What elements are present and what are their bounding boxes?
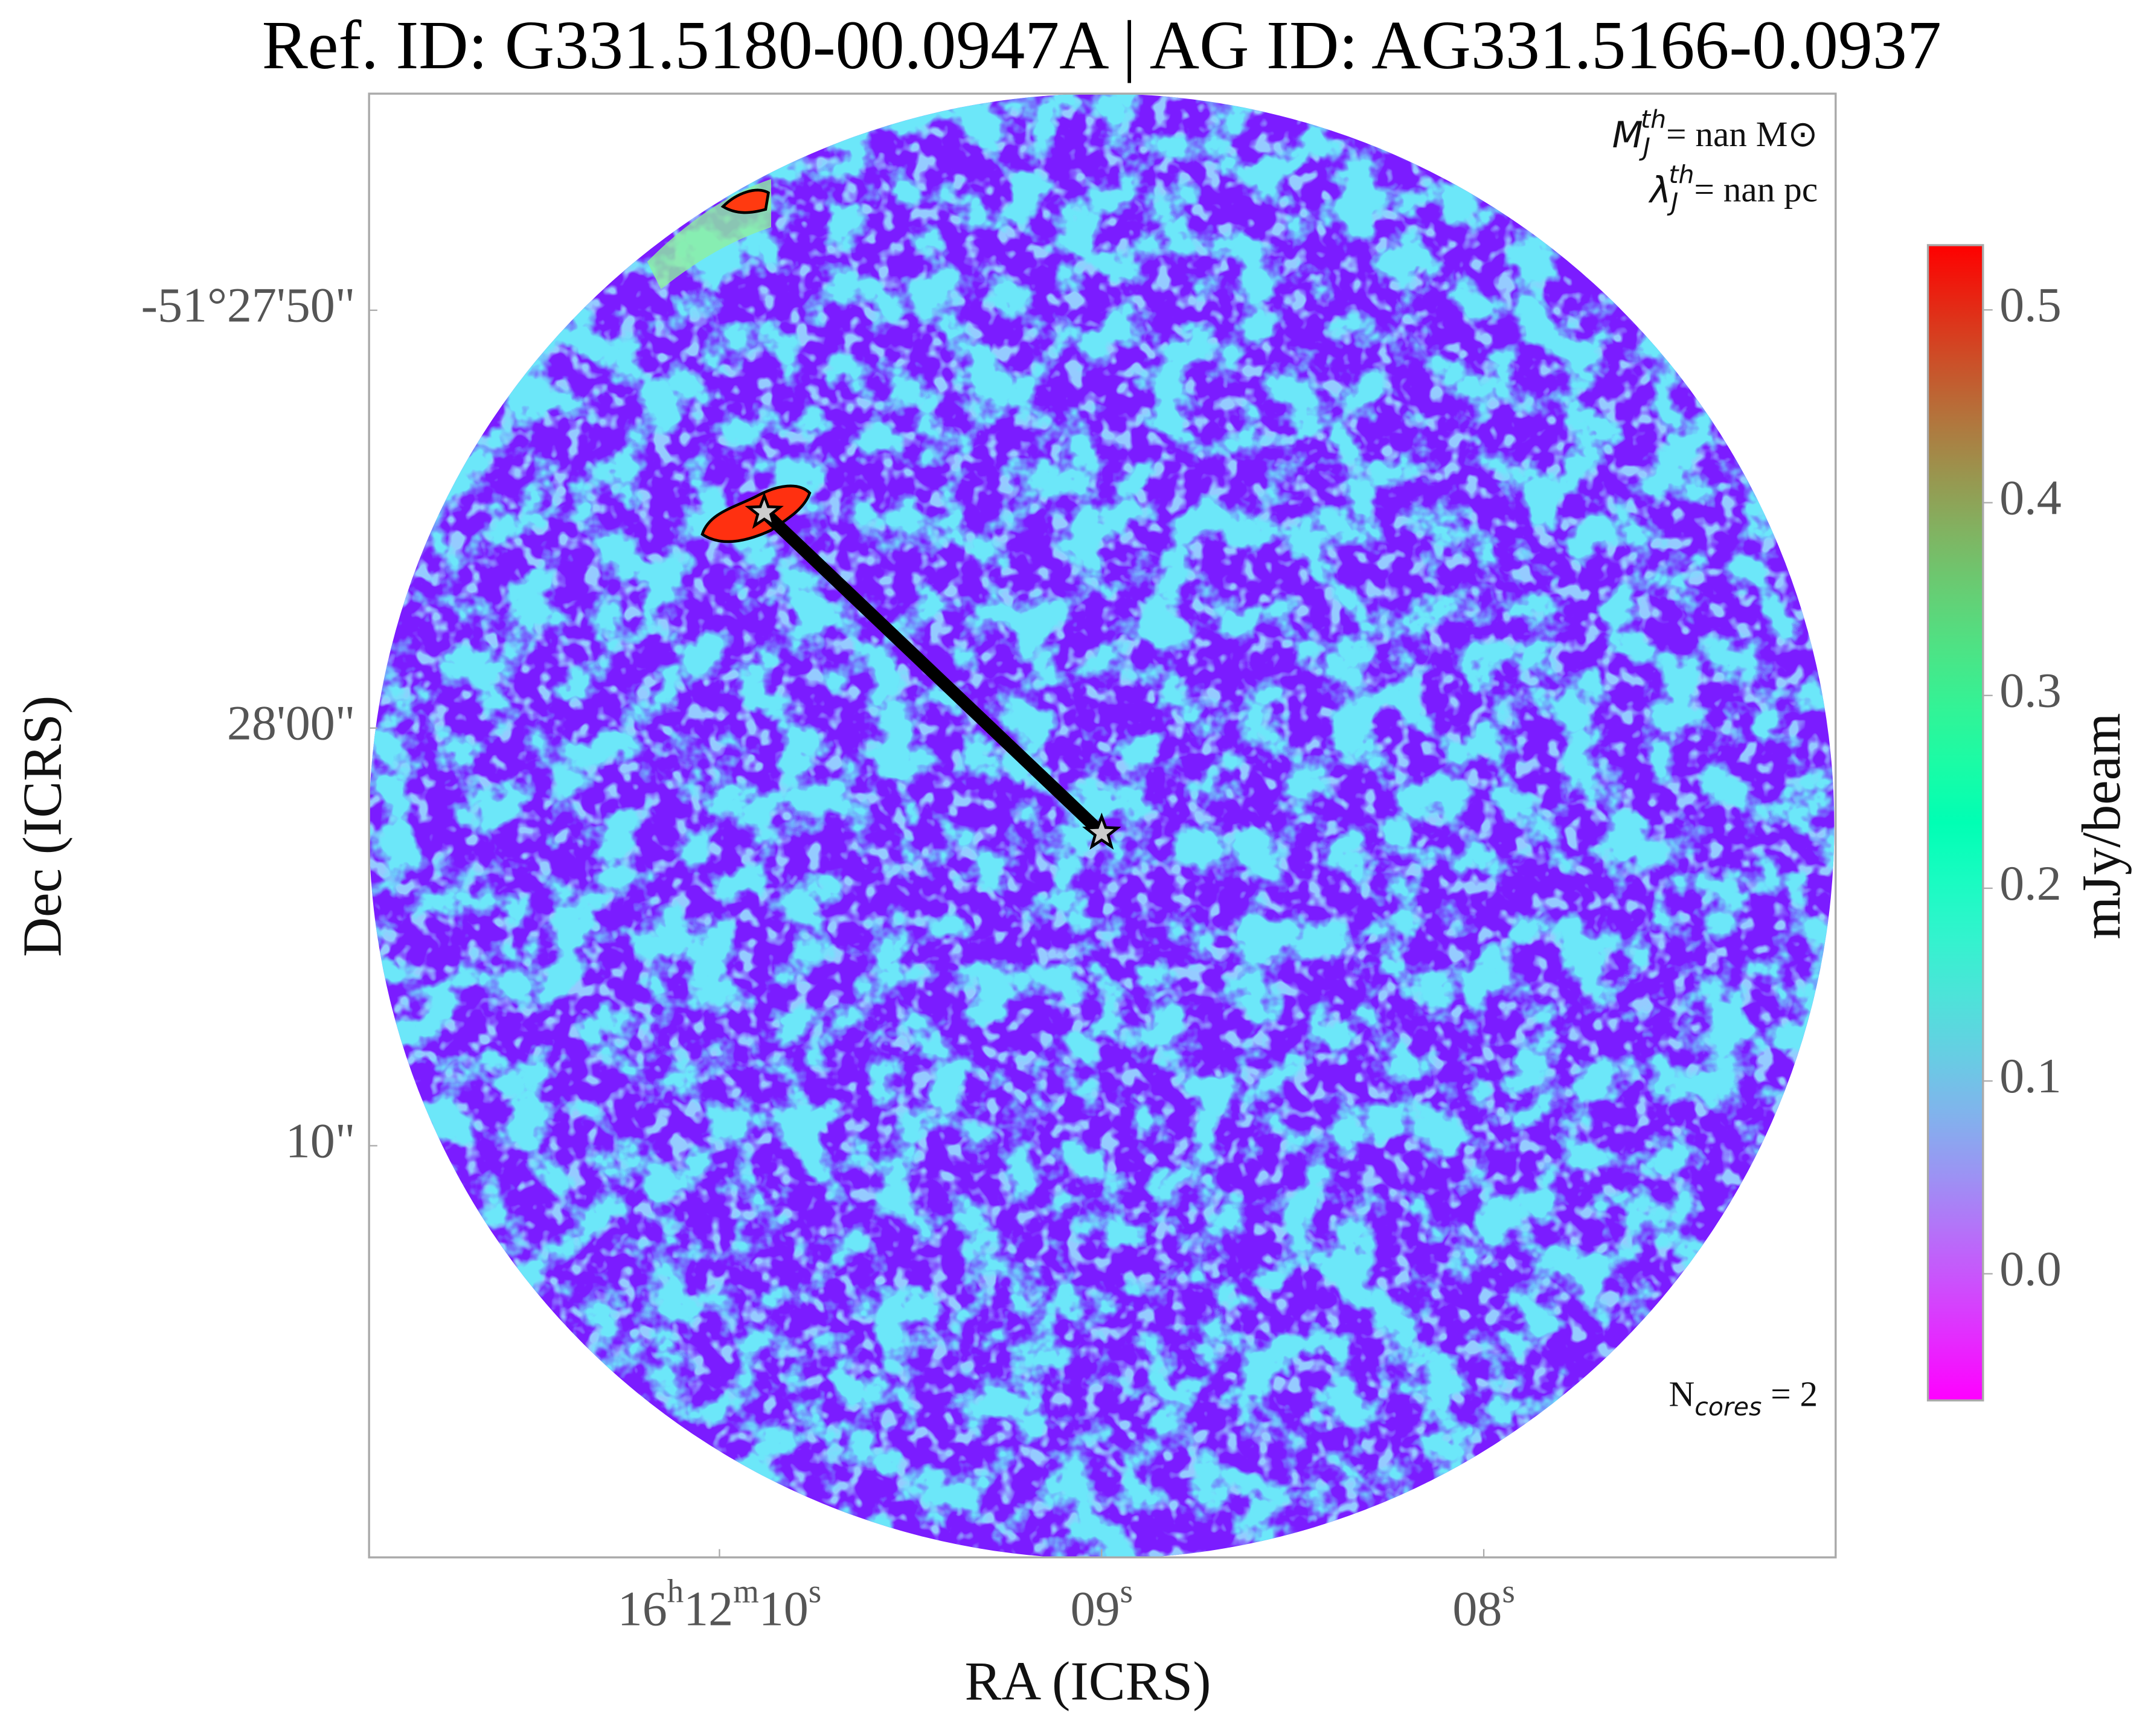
colorbar-tick-label: 0.3 [1999,663,2062,718]
unit-superscript: s [1120,1572,1133,1609]
tick-number: 08 [1452,1581,1502,1636]
contour [720,188,770,214]
colorbar-tick-label: 0.2 [1999,856,2062,911]
chart-title: Ref. ID: G331.5180-00.0947A | AG ID: AG3… [262,7,1941,83]
unit-superscript: m [733,1572,759,1609]
tick-number: 10 [759,1581,809,1636]
annotation-text: = 2 [1762,1374,1818,1414]
annotation-symbol: λ [1648,169,1671,211]
annotation: MJth= nan M⊙ [1612,105,1818,162]
annotation-text: = nan pc [1694,169,1818,209]
annotation-superscript: th [1669,160,1694,189]
annotation-symbol: N [1669,1374,1694,1414]
colorbar-tick-label: 0.0 [1999,1241,2062,1296]
colorbar-label: mJy/beam [2071,713,2132,940]
x-axis-label: RA (ICRS) [965,1650,1211,1711]
y-tick-label: 28'00" [227,696,355,751]
tick-number: 12 [684,1581,733,1636]
unit-superscript: h [667,1572,684,1609]
core-marker [745,492,784,529]
unit-superscript: s [1502,1572,1515,1609]
annotation: λJth= nan pc [1648,160,1818,217]
plot-frame [368,92,1837,1558]
tick-number: 16 [618,1581,667,1636]
tick-number: 09 [1071,1581,1120,1636]
annotation-subscript: cores [1694,1392,1762,1421]
x-tick-label: 08s [1452,1572,1515,1636]
colorbar [1926,244,1984,1401]
annotation: Ncores = 2 [1669,1374,1818,1421]
annotation-text: = nan M⊙ [1666,114,1818,154]
annotation-symbol: M [1612,114,1643,156]
unit-superscript: s [809,1572,821,1609]
x-tick-label: 09s [1071,1572,1133,1636]
core-marker [1082,812,1121,850]
annotation-superscript: th [1641,105,1666,134]
core-link [760,507,1106,838]
y-tick-label: -51°27'50" [141,278,356,333]
x-tick-label: 16h12m10s [618,1572,821,1636]
colorbar-tick-label: 0.1 [1999,1048,2062,1103]
y-axis-label: Dec (ICRS) [12,696,73,957]
y-tick-label: 10" [286,1113,356,1168]
colorbar-tick-label: 0.4 [1999,470,2062,525]
colorbar-tick-label: 0.5 [1999,277,2062,332]
